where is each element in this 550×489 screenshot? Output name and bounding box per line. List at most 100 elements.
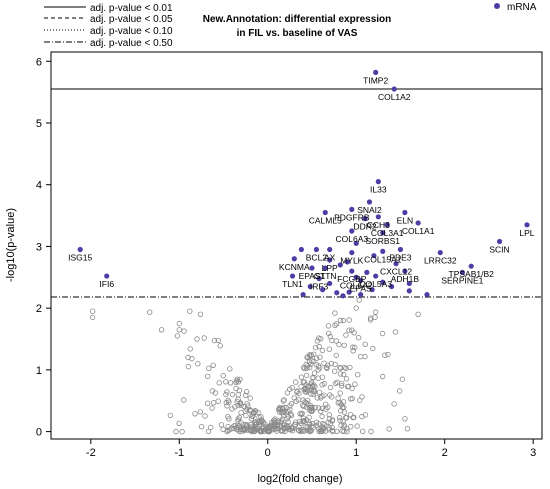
background-point <box>284 390 291 396</box>
legend-label-001: adj. p-value < 0.01 <box>90 3 173 14</box>
background-point <box>325 323 332 329</box>
background-point <box>313 362 320 368</box>
background-point <box>346 327 352 333</box>
gene-label: CCH3 <box>367 220 390 230</box>
background-point <box>343 365 349 372</box>
background-point <box>316 343 322 350</box>
significant-point-pde3 <box>397 246 404 253</box>
significant-point-ax <box>327 246 333 253</box>
significant-point-lpp <box>327 257 333 263</box>
gene-label: LPL <box>519 228 534 238</box>
background-point <box>215 337 221 344</box>
background-point <box>360 428 366 434</box>
background-point <box>180 397 187 403</box>
background-point <box>362 341 368 347</box>
background-point <box>335 400 341 406</box>
background-point <box>341 371 347 378</box>
background-point <box>296 424 302 430</box>
background-point <box>333 352 339 359</box>
background-point <box>343 415 350 421</box>
background-point <box>202 413 208 419</box>
background-point <box>326 330 332 337</box>
gene-label: TIMP2 <box>363 75 388 85</box>
significant-points <box>77 69 530 299</box>
x-axis-title: log2(fold change) <box>257 473 342 485</box>
legend-label-005: adj. p-value < 0.05 <box>90 14 173 25</box>
background-point <box>227 366 233 372</box>
background-point <box>293 419 299 425</box>
background-point <box>250 413 256 419</box>
background-point <box>352 381 358 387</box>
background-point <box>197 409 203 415</box>
x-tick-label: 1 <box>353 447 359 459</box>
background-point <box>309 404 315 410</box>
background-point <box>179 428 185 435</box>
gene-label: KCNMA <box>279 262 310 272</box>
significant-point-fcgbp <box>349 268 355 274</box>
background-point <box>349 344 356 350</box>
background-point <box>248 416 255 422</box>
significant-point-ifi6 <box>104 273 110 279</box>
background-point <box>266 428 272 435</box>
significant-point-kcnma <box>291 256 297 262</box>
background-point <box>415 311 421 317</box>
significant-point <box>424 291 430 298</box>
background-point <box>354 423 360 429</box>
background-point <box>314 395 320 401</box>
background-point <box>362 353 368 360</box>
background-point <box>271 422 277 428</box>
background-point <box>309 420 315 427</box>
background-point <box>174 333 181 339</box>
background-point <box>382 352 388 358</box>
background-point <box>297 411 303 417</box>
background-point <box>338 365 344 371</box>
background-points <box>89 297 421 435</box>
background-point <box>232 404 238 410</box>
background-point <box>264 425 271 432</box>
background-point <box>197 311 204 317</box>
background-point <box>237 376 243 383</box>
background-point <box>356 297 362 303</box>
background-point <box>327 384 334 391</box>
background-point <box>89 314 96 321</box>
background-point <box>285 414 292 420</box>
gene-label: CXCL12 <box>380 267 412 277</box>
gene-label: IRF3 <box>310 282 329 292</box>
gene-label: IL33 <box>370 185 387 195</box>
background-point <box>281 397 287 403</box>
background-point <box>392 329 399 335</box>
y-tick-label: 1 <box>36 365 42 377</box>
background-point <box>243 412 249 419</box>
background-point <box>185 354 191 361</box>
significant-point-serpine1 <box>459 269 465 275</box>
gene-label: SERPINE1 <box>441 275 483 285</box>
background-point <box>326 346 333 352</box>
background-point <box>337 317 344 324</box>
background-point <box>333 338 339 344</box>
background-point <box>223 391 229 398</box>
gene-label: COL6A2 <box>340 280 373 290</box>
background-point <box>227 380 234 386</box>
background-point <box>278 418 285 424</box>
background-point <box>357 353 364 360</box>
background-point <box>253 426 260 432</box>
background-point <box>301 365 308 372</box>
gene-label: COL5A3 <box>359 279 392 289</box>
background-point <box>235 418 241 424</box>
background-point <box>332 310 338 316</box>
background-point <box>235 402 241 409</box>
background-point <box>274 428 280 434</box>
x-tick-label: 0 <box>265 447 271 459</box>
background-point <box>236 415 242 421</box>
legend-label-010: adj. p-value < 0.10 <box>90 26 173 37</box>
gene-label: AX <box>324 253 336 263</box>
background-point <box>334 379 340 385</box>
background-point <box>207 424 214 431</box>
gene-label: COL3A1 <box>371 228 404 238</box>
significant-point-scin <box>496 238 503 245</box>
background-point <box>185 363 192 370</box>
gene-label: DDR2 <box>353 222 376 232</box>
background-point <box>330 428 336 435</box>
background-point <box>289 385 295 391</box>
background-point <box>194 336 200 342</box>
